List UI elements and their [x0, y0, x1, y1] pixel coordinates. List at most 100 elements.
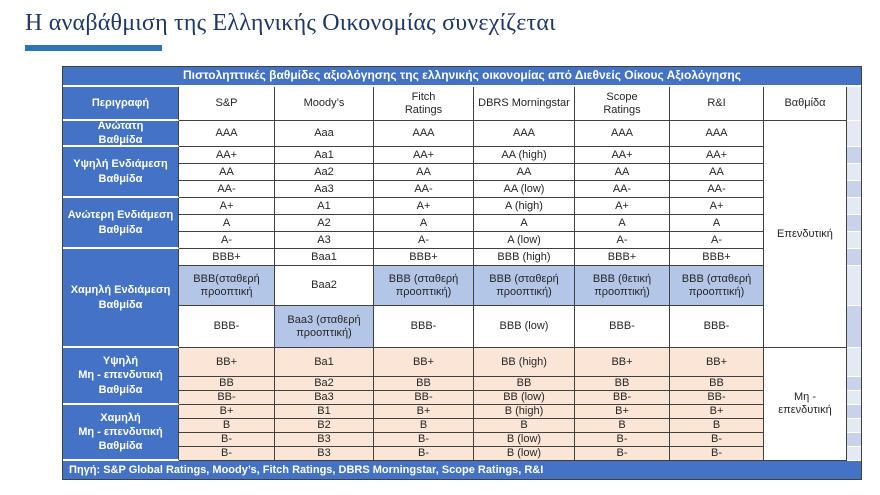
rating-cell: AA — [179, 164, 275, 181]
strip-cell — [847, 348, 861, 377]
rating-cell: AAA — [474, 121, 575, 147]
rating-cell: B+ — [670, 405, 764, 419]
strip-cell — [847, 215, 861, 232]
rating-cell: AA — [474, 164, 575, 181]
rating-cell: BB — [670, 377, 764, 391]
rating-cell: B — [179, 419, 275, 433]
rating-cell: BB+ — [670, 348, 764, 377]
rating-cell: B+ — [575, 405, 670, 419]
rating-cell: BBB (σταθερή προοπτική) — [374, 266, 474, 306]
group-label: Υψηλή Ενδιάμεση Βαθμίδα — [63, 147, 179, 198]
rating-cell: Ba3 — [275, 391, 374, 405]
rating-cell: BB (high) — [474, 348, 575, 377]
strip-cell — [847, 447, 861, 461]
strip-cell — [847, 147, 861, 164]
rating-cell: BB (low) — [474, 391, 575, 405]
rating-cell: AA (low) — [474, 181, 575, 198]
rating-cell: A- — [670, 232, 764, 249]
rating-cell: AA (high) — [474, 147, 575, 164]
rating-cell: B- — [374, 447, 474, 461]
rating-cell: BBB (σταθερή προοπτική) — [474, 266, 575, 306]
rating-cell: B- — [374, 433, 474, 447]
grade-cell: Μη - επενδυτική — [764, 348, 847, 461]
rating-cell: BBB (high) — [474, 249, 575, 266]
col-header-dbrs-morningstar: DBRS Morningstar — [474, 87, 575, 121]
rating-cell: BB- — [179, 391, 275, 405]
rating-cell: BB — [474, 377, 575, 391]
rating-cell: AA- — [374, 181, 474, 198]
strip-cell — [847, 419, 861, 433]
rating-cell: BBB- — [670, 306, 764, 348]
rating-cell: BBB (σταθερή προοπτική) — [670, 266, 764, 306]
strip-cell — [847, 433, 861, 447]
rating-cell: B- — [179, 433, 275, 447]
rating-cell: AA — [670, 164, 764, 181]
group-label: Χαμηλή Μη - επενδυτική Βαθμίδα — [63, 405, 179, 461]
rating-cell: BB- — [575, 391, 670, 405]
rating-cell: Aa2 — [275, 164, 374, 181]
rating-cell: Aa3 — [275, 181, 374, 198]
strip-cell — [847, 87, 861, 121]
rating-cell: BBB+ — [670, 249, 764, 266]
rating-cell: B3 — [275, 447, 374, 461]
rating-cell: A2 — [275, 215, 374, 232]
rating-cell: Aa1 — [275, 147, 374, 164]
rating-cell: AA- — [575, 181, 670, 198]
rating-cell: A- — [575, 232, 670, 249]
rating-cell: AAA — [575, 121, 670, 147]
rating-cell: A- — [179, 232, 275, 249]
rating-cell: A — [374, 215, 474, 232]
rating-cell: AA — [575, 164, 670, 181]
strip-cell — [847, 232, 861, 249]
rating-cell: BB — [374, 377, 474, 391]
rating-cell: B- — [670, 447, 764, 461]
rating-cell: BB- — [374, 391, 474, 405]
group-label: Ανώτατη Βαθμίδα — [63, 121, 179, 147]
strip-cell — [847, 181, 861, 198]
rating-cell: A (low) — [474, 232, 575, 249]
col-header-description: Περιγραφή — [63, 87, 179, 121]
col-header-βαθμ-δα: Βαθμίδα — [764, 87, 847, 121]
strip-cell — [847, 198, 861, 215]
col-header-scope-ratings: Scope Ratings — [575, 87, 670, 121]
rating-cell: Baa3 (σταθερή προοπτική) — [275, 306, 374, 348]
rating-cell: BB — [179, 377, 275, 391]
title-underline-bar — [25, 45, 162, 51]
rating-cell: BB+ — [374, 348, 474, 377]
rating-cell: Ba1 — [275, 348, 374, 377]
rating-cell: BBB (θετική προοπτική) — [575, 266, 670, 306]
rating-cell: A3 — [275, 232, 374, 249]
strip-cell — [847, 306, 861, 348]
strip-cell — [847, 164, 861, 181]
rating-cell: B (high) — [474, 405, 575, 419]
rating-cell: BBB+ — [374, 249, 474, 266]
rating-cell: BB- — [670, 391, 764, 405]
rating-cell: B — [575, 419, 670, 433]
table-banner: Πιστοληπτικές βαθμίδες αξιολόγησης της ε… — [63, 67, 861, 87]
rating-cell: BB+ — [179, 348, 275, 377]
rating-cell: BBB- — [374, 306, 474, 348]
group-label: Υψηλή Μη - επενδυτική Βαθμίδα — [63, 348, 179, 405]
strip-cell — [847, 391, 861, 405]
rating-cell: B- — [179, 447, 275, 461]
rating-cell: A- — [374, 232, 474, 249]
rating-cell: B- — [575, 433, 670, 447]
rating-cell: AA+ — [179, 147, 275, 164]
rating-cell: AA — [374, 164, 474, 181]
rating-cell: B — [374, 419, 474, 433]
rating-cell: Baa1 — [275, 249, 374, 266]
rating-cell: BBB+ — [575, 249, 670, 266]
group-label: Ανώτερη Ενδιάμεση Βαθμίδα — [63, 198, 179, 249]
rating-cell: A — [474, 215, 575, 232]
rating-cell: B (low) — [474, 447, 575, 461]
rating-cell: AAA — [670, 121, 764, 147]
rating-cell: B+ — [374, 405, 474, 419]
rating-cell: AAA — [374, 121, 474, 147]
rating-cell: B+ — [179, 405, 275, 419]
rating-cell: A — [179, 215, 275, 232]
rating-cell: BBB+ — [179, 249, 275, 266]
rating-cell: BB+ — [575, 348, 670, 377]
rating-cell: B2 — [275, 419, 374, 433]
page-title: Η αναβάθμιση της Ελληνικής Οικονομίας συ… — [25, 10, 556, 36]
rating-cell: B1 — [275, 405, 374, 419]
